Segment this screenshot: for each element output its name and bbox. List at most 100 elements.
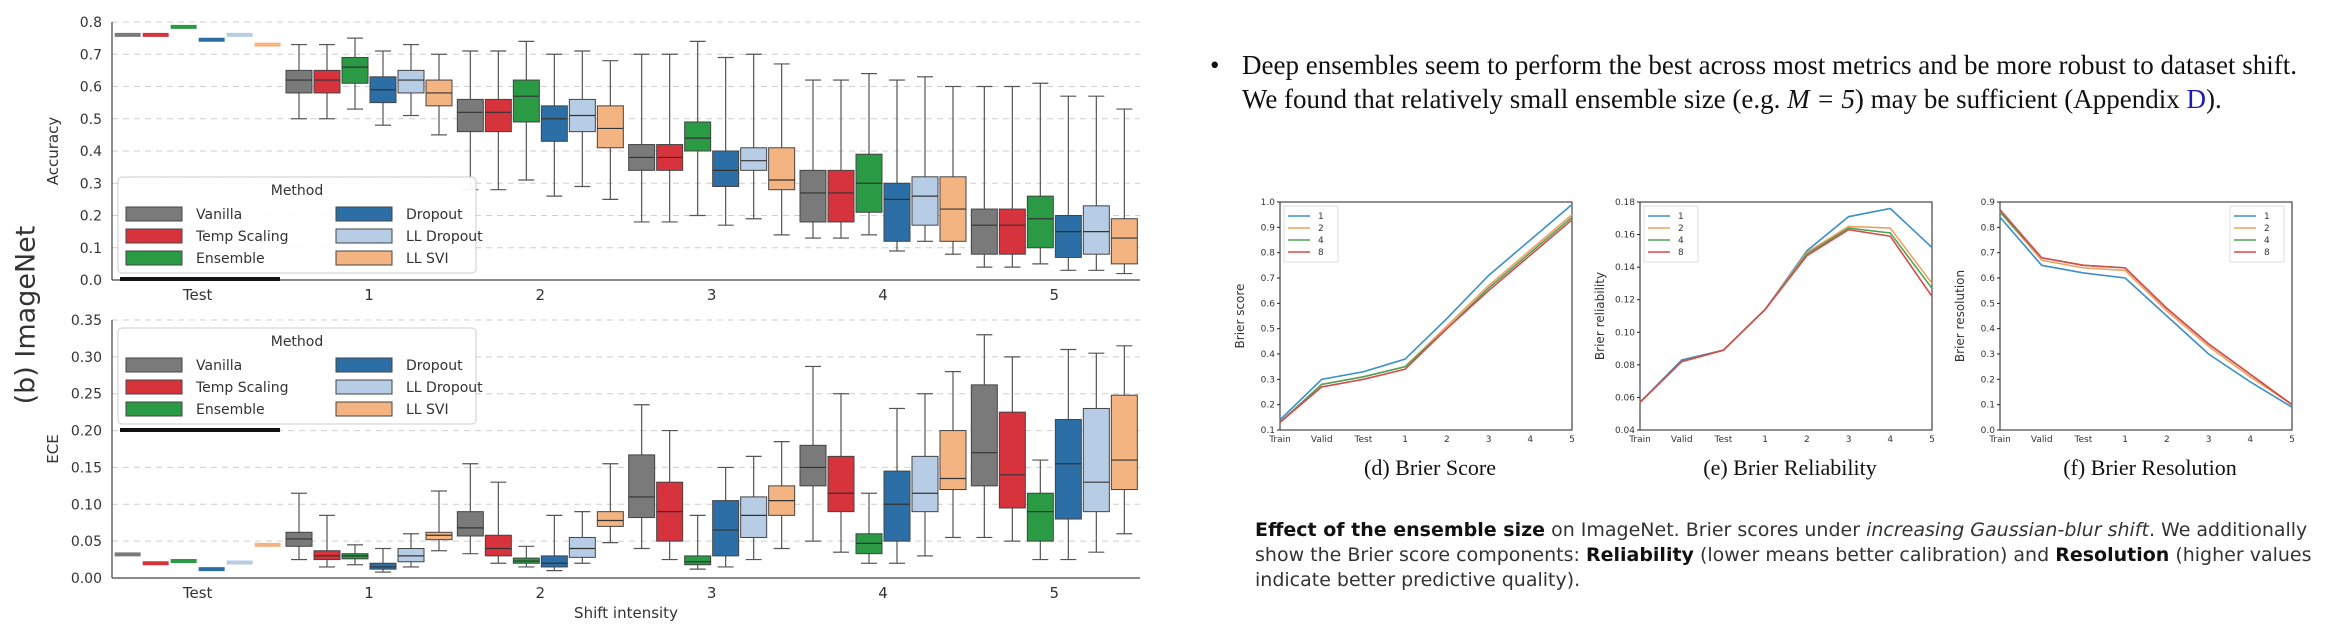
brier-reliability-xtick-label: Train (1628, 435, 1651, 445)
brier-reliability-xtick-label: 1 (1762, 435, 1768, 445)
accuracy-legend-swatch-temp-scaling (125, 228, 183, 244)
ece-xlabel: Shift intensity (574, 604, 678, 622)
brier-resolution-ytick-label: 0.9 (1981, 198, 1996, 208)
accuracy-ytick-label: 0.3 (80, 176, 102, 192)
accuracy-xtick-2: 2 (536, 286, 546, 304)
ece-ytick-label: 0.00 (71, 571, 102, 587)
brier-score-legend-box (1283, 205, 1339, 263)
accuracy-box-vanilla-5 (970, 208, 998, 255)
brier-score-series-8 (1279, 219, 1573, 424)
brier-resolution-ytick-label: 0.1 (1981, 401, 1995, 411)
brier-reliability-xtick-label: Valid (1671, 435, 1693, 445)
brier-reliability-ytick-label: 0.06 (1615, 393, 1635, 403)
accuracy-box-ll-dropout-5 (1082, 205, 1110, 255)
ece-box-vanilla-2 (456, 511, 484, 537)
brier-resolution-ytick-label: 0.6 (1981, 274, 1996, 284)
ece-xtick-1: 1 (364, 584, 374, 602)
ece-legend-label-ensemble: Ensemble (196, 402, 265, 418)
bullet-dot: • (1210, 50, 1220, 80)
ece-ytick-label: 0.30 (71, 350, 102, 366)
brier-resolution-ytick-label: 0.8 (1981, 223, 1996, 233)
brier-resolution-frame (1999, 201, 2293, 431)
accuracy-ytick-label: 0.5 (80, 112, 102, 128)
brier-reliability-series-8 (1639, 228, 1933, 403)
accuracy-box-dropout-2 (540, 105, 568, 142)
ece-box-ensemble-5 (1026, 492, 1054, 542)
brier-resolution-series-1 (1999, 216, 2293, 408)
brier-score-series-4 (1279, 216, 1573, 423)
ece-xtick-4: 4 (878, 584, 888, 602)
bullet-line2c: ). (2206, 84, 2222, 114)
accuracy-ytick-label: 0.0 (80, 273, 102, 289)
ece-legend-title: Method (271, 334, 324, 350)
ece-ytick-label: 0.20 (71, 424, 102, 440)
ece-box-vanilla-5 (970, 384, 998, 487)
brier-score-ytick-label: 0.4 (1261, 350, 1276, 360)
accuracy-box-vanilla-1 (285, 69, 313, 94)
ece-box-ll-dropout-2 (568, 536, 596, 558)
accuracy-legend-title: Method (271, 183, 324, 199)
brier-score-legend-label-8: 8 (1318, 248, 1324, 258)
brier-reliability-ytick-label: 0.18 (1615, 198, 1635, 208)
accuracy-legend-swatch-ll-dropout (335, 228, 393, 244)
brier-score-ytick-label: 0.7 (1261, 274, 1275, 284)
brier-score-xtick-label: 4 (1527, 435, 1533, 445)
accuracy-box-dropout-4 (883, 182, 911, 242)
ece-box-ll-dropout-1 (397, 548, 425, 563)
brier-reliability-xtick-label: 3 (1846, 435, 1852, 445)
brier-resolution-ytick-label: 0.4 (1981, 325, 1996, 335)
brier-score-ytick-label: 0.2 (1261, 401, 1275, 411)
ece-legend-swatch-vanilla (125, 357, 183, 373)
brier-score-ytick-label: 1.0 (1261, 198, 1276, 208)
ece-xtick-3: 3 (707, 584, 717, 602)
brier-reliability-legend-label-4: 4 (1678, 236, 1684, 246)
ece-box-vanilla-4 (799, 444, 827, 487)
brier-resolution-ytick-label: 0.0 (1981, 426, 1996, 436)
accuracy-ytick-label: 0.2 (80, 209, 102, 225)
brier-resolution-ytick-label: 0.2 (1981, 375, 1995, 385)
brier-reliability-legend-label-1: 1 (1678, 212, 1684, 222)
caption-brier-score: (d) Brier Score (1364, 455, 1496, 480)
brier-resolution-legend-label-8: 8 (2264, 248, 2270, 258)
brier-resolution-xtick-label: 5 (2289, 435, 2295, 445)
caption-text-1: on ImageNet. Brier scores under (1545, 519, 1867, 541)
brier-score-ytick-label: 0.5 (1261, 325, 1275, 335)
accuracy-xtick-3: 3 (707, 286, 717, 304)
brier-score-ytick-label: 0.8 (1261, 249, 1276, 259)
ece-box-ll-dropout-3 (740, 496, 768, 538)
brier-score-ytick-label: 0.9 (1261, 223, 1276, 233)
brier-reliability-xtick-label: Test (1714, 435, 1733, 445)
dataset-side-label: (b) ImageNet (10, 225, 42, 405)
brier-reliability-ytick-label: 0.14 (1615, 263, 1635, 273)
caption-text-3: (lower means better calibration) and (1693, 544, 2056, 566)
accuracy-box-ensemble-5 (1026, 195, 1054, 249)
accuracy-legend-swatch-ll-svi (335, 250, 393, 266)
ece-box-dropout-4 (883, 470, 911, 542)
ece-legend-label-ll-dropout: LL Dropout (406, 380, 483, 396)
bullet-equation: M = 5 (1787, 84, 1855, 114)
appendix-link[interactable]: D (2186, 84, 2207, 114)
brier-reliability-ytick-label: 0.08 (1615, 361, 1635, 371)
brier-score-chart: 0.1 0.2 0.3 0.4 0.5 0.6 0.7 0.8 0.9 1.0 Train Valid… (1230, 190, 1590, 450)
brier-resolution-series-2 (1999, 211, 2293, 406)
ece-legend-box (117, 327, 477, 425)
brier-score-xtick-label: 1 (1402, 435, 1408, 445)
accuracy-box-ll-dropout-1 (397, 69, 425, 94)
brier-reliability-ytick-label: 0.16 (1615, 231, 1635, 241)
brier-score-frame (1279, 201, 1573, 431)
ece-ytick-label: 0.15 (71, 460, 102, 476)
accuracy-ytick-label: 0.1 (80, 241, 102, 257)
ece-legend-swatch-dropout (335, 357, 393, 373)
brier-reliability-ylabel: Brier reliability (1593, 272, 1607, 360)
ece-legend-swatch-ensemble (125, 401, 183, 417)
accuracy-box-vanilla-4 (799, 169, 827, 223)
brier-resolution-xtick-label: 4 (2247, 435, 2253, 445)
accuracy-box-ll-svi-2 (596, 105, 624, 149)
ece-xtick-2: 2 (536, 584, 546, 602)
caption-bold-reliability: Reliability (1585, 544, 1694, 566)
accuracy-box-temp-scaling-1 (313, 69, 341, 94)
caption-brier-resolution: (f) Brier Resolution (2063, 455, 2237, 480)
caption-text-2: . We additionally show the Brier score c… (1255, 519, 2308, 566)
accuracy-ytick-label: 0.8 (80, 15, 102, 31)
accuracy-legend-label-vanilla: Vanilla (196, 207, 242, 223)
